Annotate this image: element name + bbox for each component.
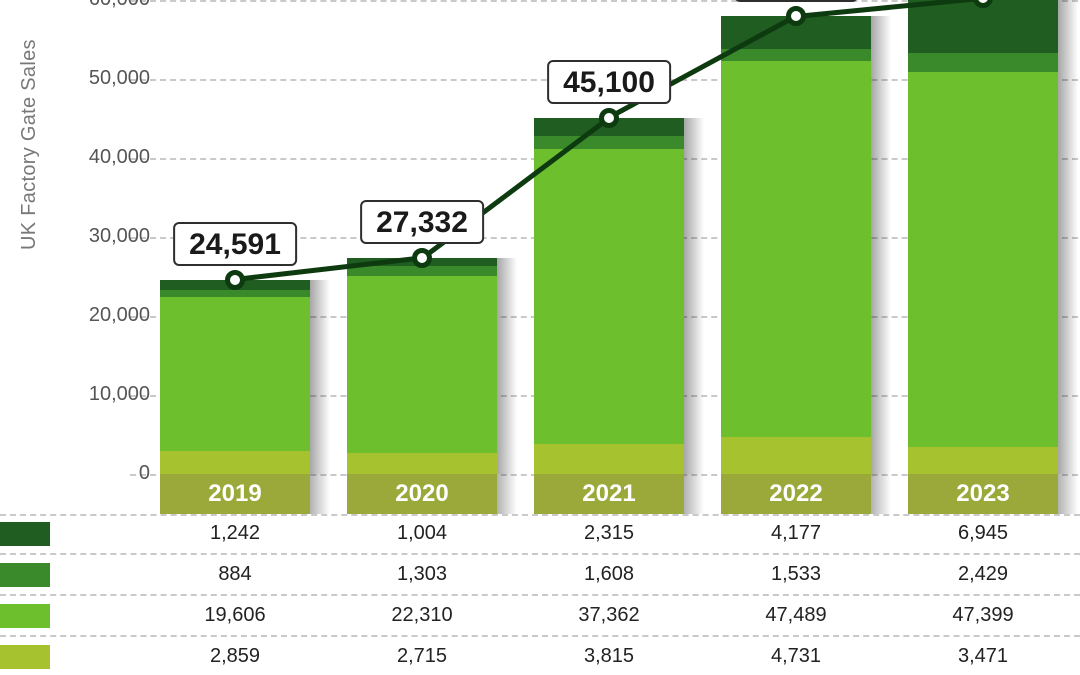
bar-segment-light — [160, 297, 310, 452]
bar-segment-lime — [534, 444, 684, 474]
y-tick-label: 0 — [60, 462, 150, 485]
bar-segment-lime — [908, 447, 1058, 474]
y-tick-label: 20,000 — [60, 304, 150, 327]
bar-segment-light — [721, 61, 871, 436]
table-cell: 47,399 — [908, 596, 1058, 635]
bar-segment-mid — [534, 136, 684, 149]
table-cell: 6,945 — [908, 514, 1058, 553]
legend-swatch-light — [0, 604, 50, 628]
table-cell: 4,177 — [721, 514, 871, 553]
bar-2022 — [721, 0, 871, 474]
table-cell: 2,315 — [534, 514, 684, 553]
trend-marker — [412, 248, 432, 268]
trend-marker — [786, 6, 806, 26]
year-band: 2020 — [347, 474, 497, 514]
bar-segment-mid — [908, 53, 1058, 72]
table-cell: 884 — [160, 555, 310, 594]
bar-segment-light — [534, 149, 684, 444]
bar-segment-lime — [721, 437, 871, 474]
bar-shadow — [310, 280, 330, 474]
bar-segment-lime — [347, 453, 497, 474]
table-cell: 1,608 — [534, 555, 684, 594]
year-band: 2023 — [908, 474, 1058, 514]
table-cell: 22,310 — [347, 596, 497, 635]
bar-segment-light — [908, 72, 1058, 446]
table-cell: 4,731 — [721, 637, 871, 675]
year-band-shadow — [310, 474, 330, 514]
table-cell: 1,242 — [160, 514, 310, 553]
bar-shadow — [497, 258, 517, 474]
y-axis-label: UK Factory Gate Sales — [18, 39, 41, 250]
table-cell: 19,606 — [160, 596, 310, 635]
y-tick-label: 60,000 — [60, 0, 150, 11]
year-band-shadow — [684, 474, 704, 514]
trend-marker — [225, 270, 245, 290]
y-tick-label: 30,000 — [60, 225, 150, 248]
table-cell: 2,715 — [347, 637, 497, 675]
table-cell: 2,859 — [160, 637, 310, 675]
legend-swatch-lime — [0, 645, 50, 669]
bar-segment-mid — [721, 49, 871, 61]
total-callout: 24,591 — [173, 222, 297, 266]
table-cell: 1,533 — [721, 555, 871, 594]
table-cell: 1,004 — [347, 514, 497, 553]
trend-marker — [599, 108, 619, 128]
y-tick-label: 40,000 — [60, 146, 150, 169]
year-band: 2019 — [160, 474, 310, 514]
table-cell: 3,471 — [908, 637, 1058, 675]
table-cell: 1,303 — [347, 555, 497, 594]
bar-shadow — [1058, 0, 1078, 474]
year-band-shadow — [1058, 474, 1078, 514]
year-band-shadow — [871, 474, 891, 514]
bar-segment-mid — [160, 290, 310, 297]
total-callout: 45,100 — [547, 60, 671, 104]
y-tick-label: 50,000 — [60, 67, 150, 90]
legend-swatch-dark — [0, 522, 50, 546]
y-tick-label: 10,000 — [60, 383, 150, 406]
total-callout: 57,930 — [734, 0, 858, 2]
year-band: 2021 — [534, 474, 684, 514]
bar-shadow — [871, 16, 891, 474]
table-cell: 47,489 — [721, 596, 871, 635]
table-cell: 37,362 — [534, 596, 684, 635]
bar-segment-lime — [160, 451, 310, 474]
table-cell: 2,429 — [908, 555, 1058, 594]
year-band: 2022 — [721, 474, 871, 514]
bar-2023 — [908, 0, 1058, 474]
legend-swatch-mid — [0, 563, 50, 587]
table-cell: 3,815 — [534, 637, 684, 675]
total-callout: 27,332 — [360, 200, 484, 244]
bar-segment-light — [347, 276, 497, 452]
bar-shadow — [684, 118, 704, 474]
year-band-shadow — [497, 474, 517, 514]
